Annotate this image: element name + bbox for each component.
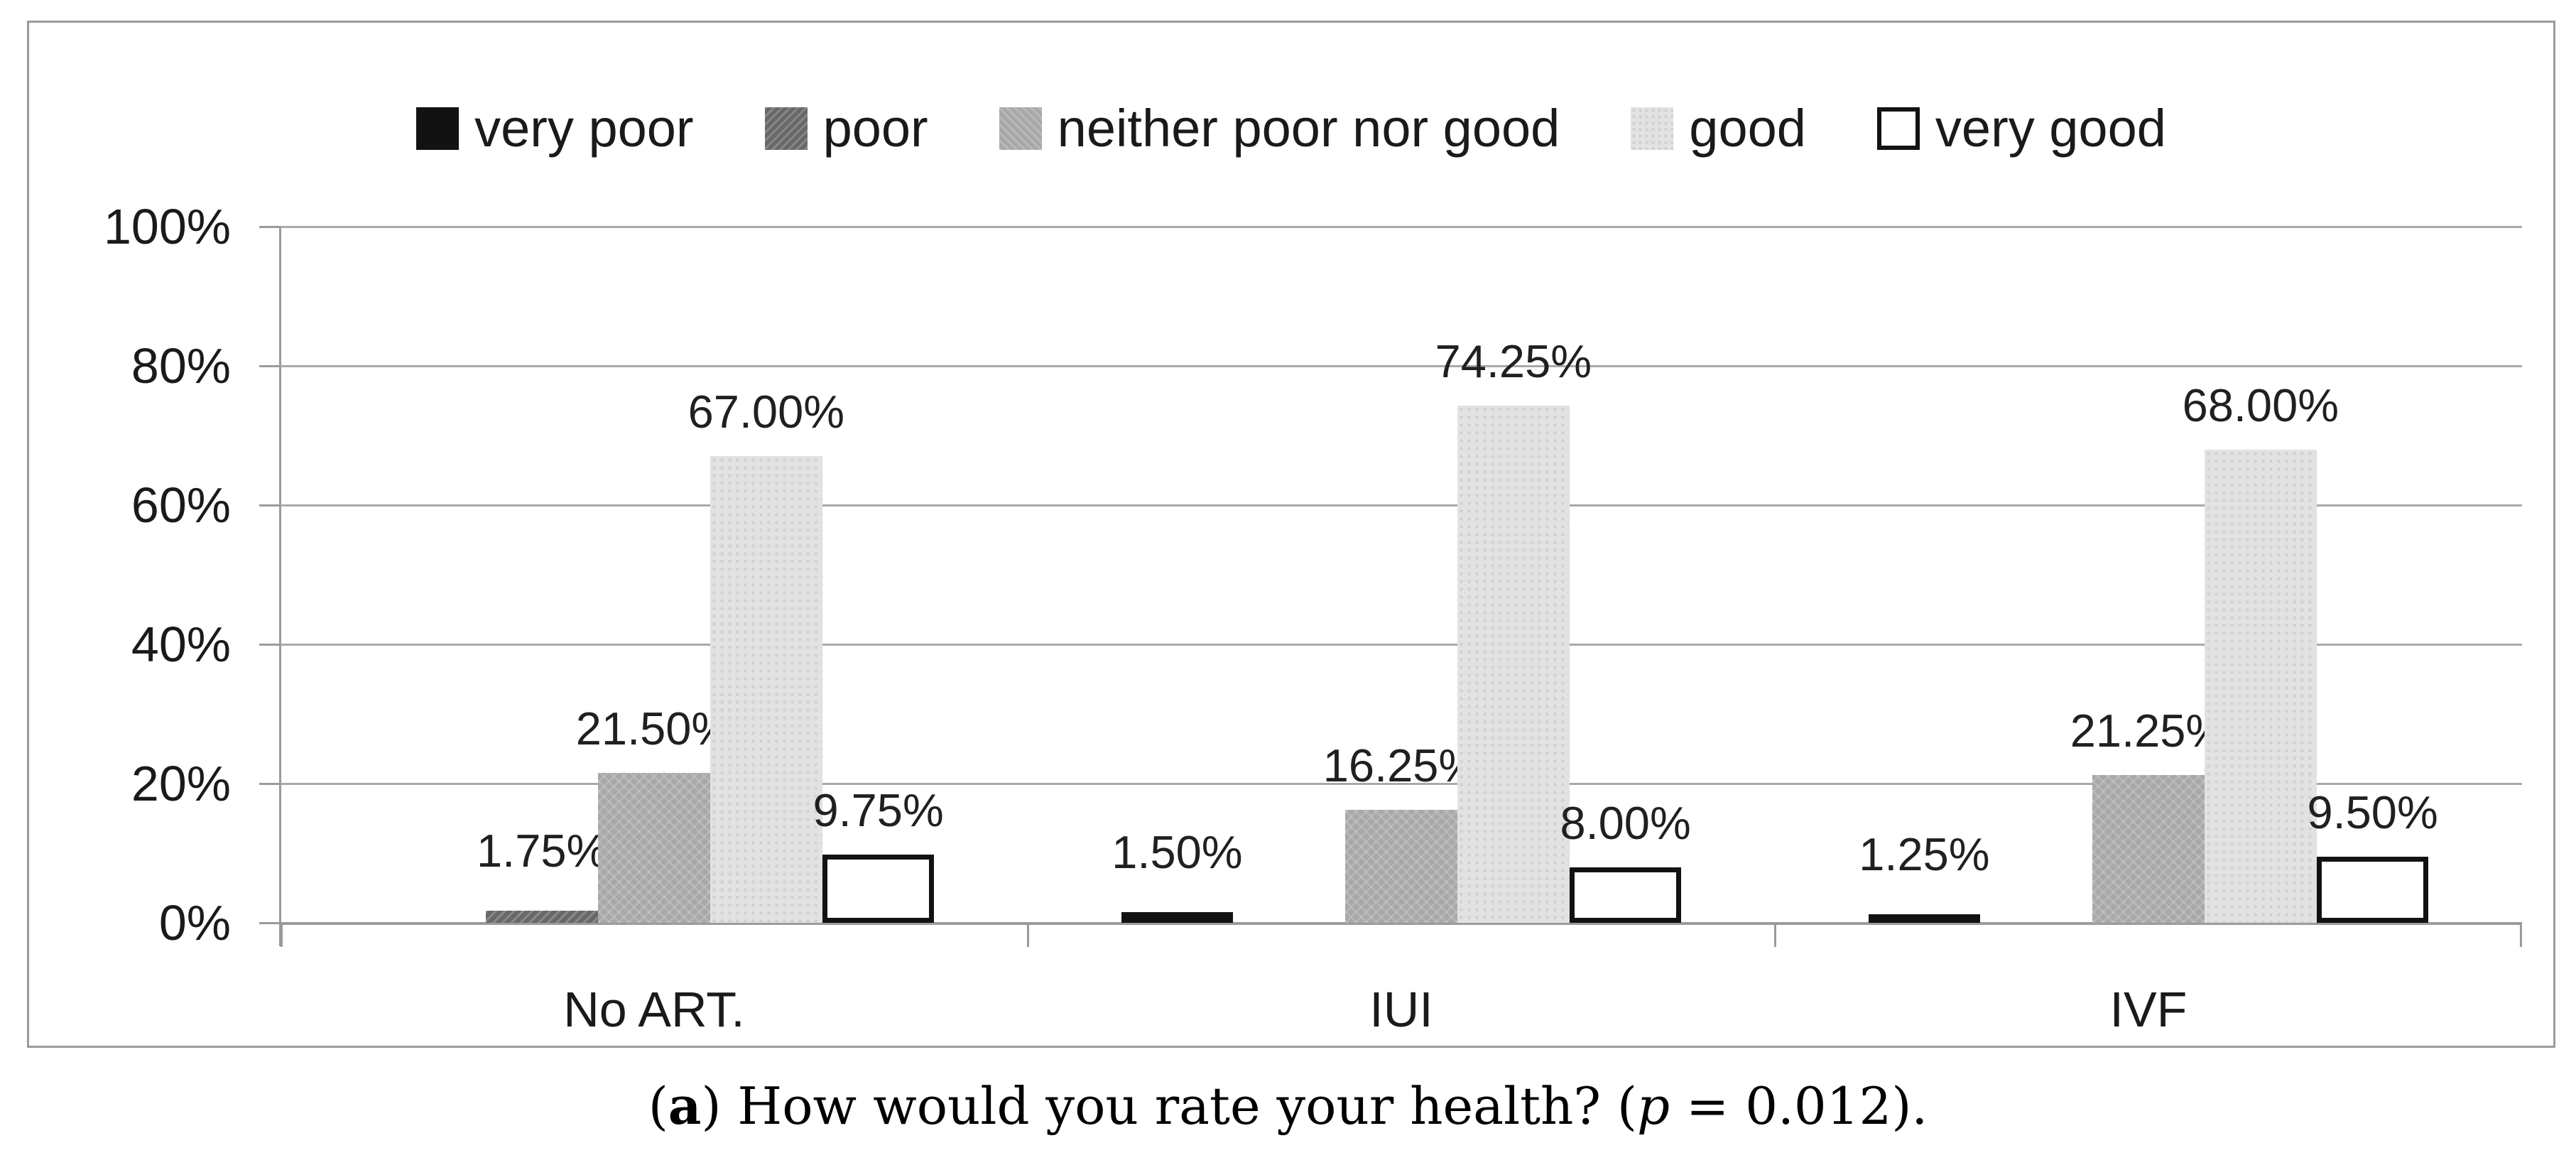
bar-IUI-very_poor xyxy=(1121,912,1234,923)
data-label-IVF-neither: 21.25% xyxy=(2070,704,2227,757)
legend-label-very_poor: very poor xyxy=(474,99,694,158)
y-axis-tick-20 xyxy=(259,782,281,785)
neither-swatch-icon xyxy=(999,107,1042,150)
gridline-0 xyxy=(281,921,2522,925)
legend-item-poor: poor xyxy=(764,99,928,158)
bar-No-ART--good xyxy=(710,456,822,923)
y-axis-label-80: 80% xyxy=(131,338,231,394)
x-axis-tick-0 xyxy=(281,923,283,947)
gridline-40 xyxy=(281,643,2522,646)
x-axis-label-No-ART-: No ART. xyxy=(563,982,745,1037)
y-axis-label-100: 100% xyxy=(103,199,231,254)
bar-IUI-good xyxy=(1457,406,1570,923)
y-axis-tick-0 xyxy=(259,921,281,924)
good-swatch-icon xyxy=(1631,107,1674,150)
gridline-100 xyxy=(281,225,2522,228)
data-label-No-ART--poor: 1.75% xyxy=(477,824,608,877)
caption-p-value: = 0.012). xyxy=(1670,1076,1928,1136)
bar-No-ART--poor xyxy=(486,910,599,923)
gridline-60 xyxy=(281,504,2522,507)
y-axis-tick-60 xyxy=(259,504,281,507)
data-label-IVF-very_poor: 1.25% xyxy=(1859,828,1990,880)
poor-swatch-icon xyxy=(764,107,808,150)
y-axis-label-60: 60% xyxy=(131,477,231,533)
bar-IVF-neither xyxy=(2092,774,2205,923)
y-axis-label-20: 20% xyxy=(131,756,231,811)
x-axis-tick-1 xyxy=(1026,923,1029,947)
data-label-No-ART--neither: 21.50% xyxy=(575,703,733,755)
legend-label-poor: poor xyxy=(822,99,928,158)
bar-IVF-good xyxy=(2204,449,2317,923)
data-label-IUI-very_poor: 1.50% xyxy=(1112,826,1243,879)
legend-item-neither: neither poor nor good xyxy=(999,102,1560,155)
data-label-IVF-very_good: 9.50% xyxy=(2307,786,2438,838)
legend: very poor poor neither poor nor good good ve… xyxy=(29,102,2553,155)
data-label-No-ART--good: 67.00% xyxy=(688,386,845,438)
x-axis-label-IUI: IUI xyxy=(1369,982,1433,1037)
caption-panel-letter: a xyxy=(668,1076,702,1136)
caption-p-symbol: p xyxy=(1637,1076,1670,1136)
gridline-20 xyxy=(281,782,2522,785)
bar-No-ART--very_good xyxy=(822,855,935,923)
data-label-No-ART--very_good: 9.75% xyxy=(813,784,944,837)
figure-caption: (a) How would you rate your health? (p =… xyxy=(0,1076,2576,1136)
data-label-IUI-very_good: 8.00% xyxy=(1560,796,1691,849)
bar-IVF-very_poor xyxy=(1868,914,1981,923)
gridline-80 xyxy=(281,364,2522,367)
legend-label-good: good xyxy=(1689,99,1806,158)
caption-paren-open: ( xyxy=(648,1076,668,1136)
y-axis-label-40: 40% xyxy=(131,617,231,672)
x-axis-label-IVF: IVF xyxy=(2109,982,2188,1037)
y-axis-tick-80 xyxy=(259,364,281,367)
y-axis-tick-100 xyxy=(259,225,281,228)
data-label-IUI-good: 74.25% xyxy=(1435,335,1592,388)
legend-item-good: good xyxy=(1631,102,1806,155)
very_good-swatch-icon xyxy=(1876,107,1920,150)
legend-item-very_poor: very poor xyxy=(416,99,694,158)
very_poor-swatch-icon xyxy=(416,107,460,150)
bar-No-ART--neither xyxy=(598,773,710,923)
caption-paren-close: ) xyxy=(701,1076,738,1136)
x-axis-tick-2 xyxy=(1773,923,1776,947)
legend-item-very_good: very good xyxy=(1876,99,2166,158)
bar-IVF-very_good xyxy=(2316,856,2429,923)
plot-area: 0% 20% 40% 60% 80% 100% 1.75% 21.50% 67.00% 9.75%… xyxy=(104,200,2522,1037)
y-axis-label-0: 0% xyxy=(158,895,231,950)
y-axis-tick-40 xyxy=(259,643,281,646)
y-axis-line xyxy=(279,227,281,946)
data-label-IVF-good: 68.00% xyxy=(2182,379,2339,431)
data-label-IUI-neither: 16.25% xyxy=(1322,739,1480,791)
x-axis-tick-3 xyxy=(2520,923,2522,947)
bar-IUI-very_good xyxy=(1569,867,1682,923)
chart-outer-border: very poor poor neither poor nor good good ve… xyxy=(27,21,2555,1048)
legend-label-neither: neither poor nor good xyxy=(1057,99,1560,158)
bar-IUI-neither xyxy=(1345,809,1457,923)
legend-label-very_good: very good xyxy=(1935,99,2166,158)
caption-question: How would you rate your health? ( xyxy=(737,1076,1637,1136)
